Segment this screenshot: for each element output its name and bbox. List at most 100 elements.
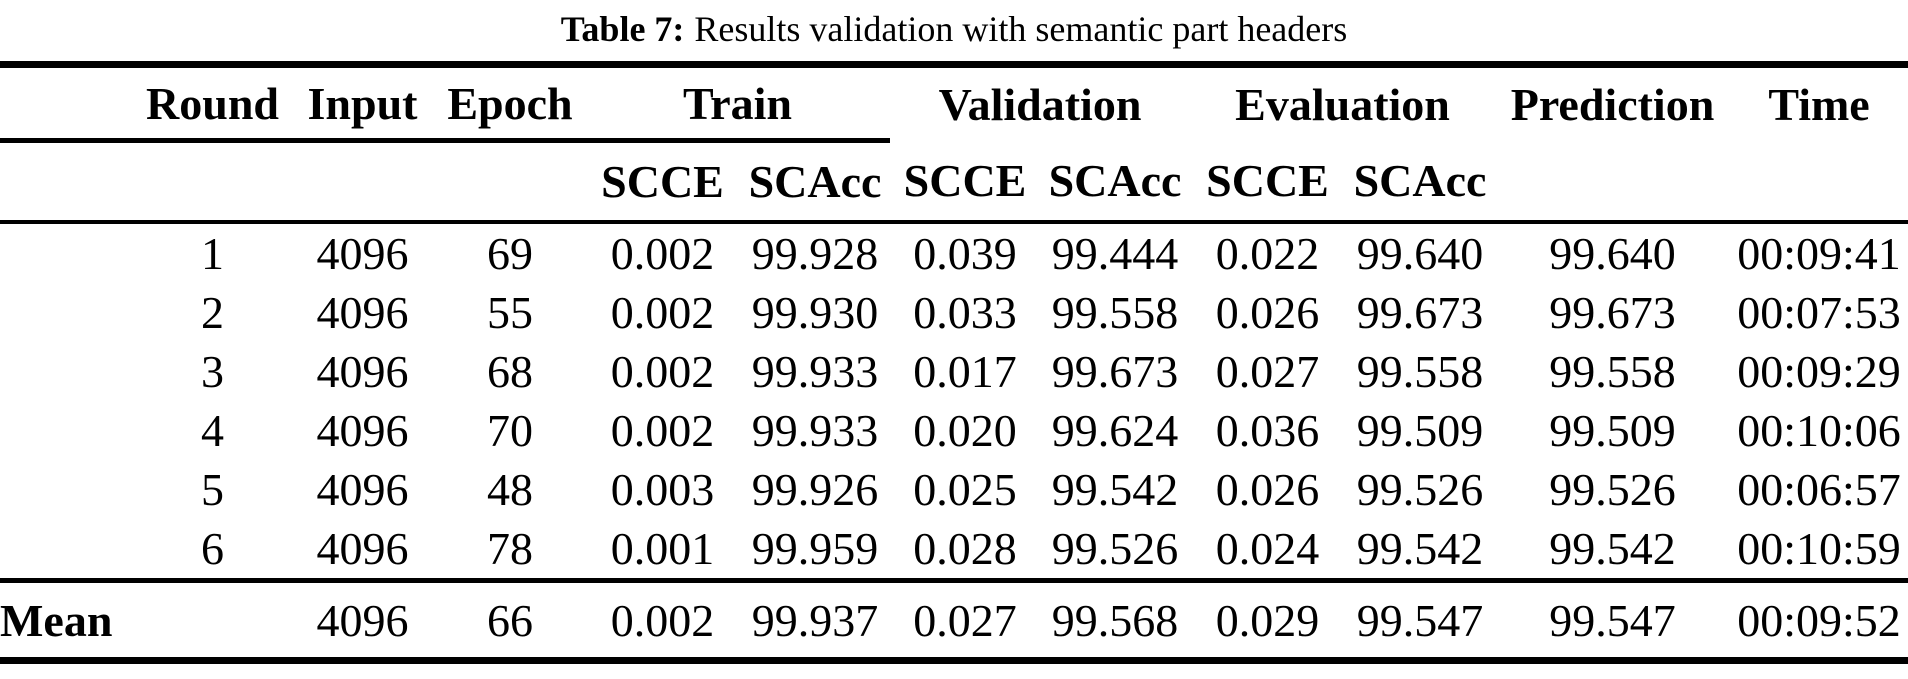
cell-train-scce: 0.002	[610, 228, 715, 279]
cell-epoch: 78	[487, 523, 533, 574]
cell-time: 00:09:41	[1737, 228, 1901, 279]
cell-validation-scce: 0.027	[890, 578, 1040, 664]
cell-epoch: 70	[487, 405, 533, 456]
cell-train-scce: 0.002	[585, 578, 740, 664]
subheader-empty-round	[135, 140, 290, 224]
cell-evaluation-scce: 0.027	[1215, 346, 1320, 397]
cell-prediction: 99.673	[1549, 287, 1676, 338]
cell-validation-scce: 0.025	[913, 464, 1017, 515]
cell-train-scacc: 99.930	[751, 287, 879, 338]
cell-evaluation-scacc: 99.547	[1345, 578, 1496, 664]
cell-validation-scacc: 99.542	[1051, 464, 1179, 515]
cell-evaluation-scacc: 99.526	[1356, 464, 1484, 515]
cell-prediction: 99.558	[1549, 346, 1676, 397]
cell-validation-scce: 0.028	[913, 523, 1017, 574]
cell-prediction: 99.542	[1549, 523, 1676, 574]
data-row-round-1: 1 4096 69 0.002 99.928 0.039 99.444 0.022 99.640…	[0, 222, 1908, 283]
cell-validation-scacc: 99.526	[1051, 523, 1179, 574]
cell-prediction: 99.526	[1549, 464, 1676, 515]
cell-train-scce: 0.002	[610, 287, 715, 338]
group-header-row: Round Input Epoch Train Validation Evalu…	[0, 61, 1908, 143]
data-row-round-2: 2 4096 55 0.002 99.930 0.033 99.558 0.026 99.673…	[0, 283, 1908, 342]
header-evaluation: Evaluation	[1190, 61, 1496, 141]
cell-evaluation-scacc: 99.640	[1356, 228, 1484, 279]
subheader-empty-time	[1730, 140, 1908, 224]
cell-time: 00:10:59	[1737, 523, 1901, 574]
cell-evaluation-scce: 0.022	[1215, 228, 1320, 279]
cell-input: 4096	[316, 346, 409, 397]
cell-train-scce: 0.001	[610, 523, 715, 574]
data-row-round-4: 4 4096 70 0.002 99.933 0.020 99.624 0.036 99.509…	[0, 401, 1908, 460]
header-input: Input	[290, 61, 435, 143]
cell-validation-scacc: 99.558	[1051, 287, 1179, 338]
results-table: Round Input Epoch Train Validation Evalu…	[0, 61, 1908, 664]
cell-evaluation-scce: 0.026	[1215, 464, 1320, 515]
header-train: Train	[585, 61, 890, 143]
table-caption: Table 7: Results validation with semantic…	[0, 0, 1908, 61]
subheader-empty-prediction	[1495, 140, 1731, 224]
cell-evaluation-scacc: 99.673	[1356, 287, 1484, 338]
cell-input: 4096	[316, 405, 409, 456]
cell-stub	[0, 460, 135, 519]
subheader-train-scacc: SCAcc	[740, 140, 890, 224]
cell-input: 4096	[316, 523, 409, 574]
cell-prediction: 99.547	[1495, 578, 1731, 664]
subheader-evaluation-scce: SCCE	[1190, 140, 1346, 224]
cell-round: 5	[201, 464, 224, 515]
cell-evaluation-scce: 0.024	[1215, 523, 1320, 574]
cell-epoch: 48	[487, 464, 533, 515]
cell-epoch: 55	[487, 287, 533, 338]
cell-validation-scce: 0.033	[913, 287, 1017, 338]
cell-input: 4096	[316, 287, 409, 338]
cell-evaluation-scce: 0.026	[1215, 287, 1320, 338]
cell-stub	[0, 519, 135, 581]
cell-round: 2	[201, 287, 224, 338]
cell-epoch: 66	[435, 578, 585, 664]
cell-evaluation-scacc: 99.509	[1356, 405, 1484, 456]
cell-validation-scce: 0.017	[913, 346, 1017, 397]
subheader-empty-epoch	[435, 140, 585, 224]
cell-train-scacc: 99.933	[751, 405, 879, 456]
cell-evaluation-scacc: 99.558	[1356, 346, 1484, 397]
cell-time: 00:09:29	[1737, 346, 1901, 397]
header-round: Round	[135, 61, 290, 143]
subheader-validation-scce: SCCE	[890, 140, 1040, 224]
header-validation: Validation	[890, 61, 1191, 141]
cell-evaluation-scce: 0.029	[1190, 578, 1346, 664]
cell-train-scacc: 99.928	[751, 228, 879, 279]
sub-header-row: SCCE SCAcc SCCE SCAcc SCCE SCAcc	[0, 140, 1908, 224]
cell-train-scacc: 99.937	[740, 578, 890, 664]
header-time: Time	[1730, 61, 1908, 141]
cell-input: 4096	[316, 464, 409, 515]
cell-evaluation-scacc: 99.542	[1356, 523, 1484, 574]
mean-row: Mean 4096 66 0.002 99.937 0.027 99.568 0.029 99.…	[0, 578, 1908, 664]
cell-train-scce: 0.003	[610, 464, 715, 515]
cell-time: 00:07:53	[1737, 287, 1901, 338]
cell-train-scacc: 99.959	[751, 523, 879, 574]
cell-validation-scacc: 99.444	[1051, 228, 1179, 279]
subheader-train-scce: SCCE	[585, 140, 740, 224]
subheader-empty-stub	[0, 140, 135, 224]
cell-train-scce: 0.002	[610, 346, 715, 397]
cell-prediction: 99.509	[1549, 405, 1676, 456]
cell-stub: Mean	[0, 578, 135, 664]
subheader-validation-scacc: SCAcc	[1040, 140, 1191, 224]
cell-evaluation-scce: 0.036	[1215, 405, 1320, 456]
cell-stub	[0, 222, 135, 283]
cell-prediction: 99.640	[1549, 228, 1676, 279]
cell-epoch: 69	[487, 228, 533, 279]
cell-input: 4096	[316, 228, 409, 279]
cell-validation-scce: 0.020	[913, 405, 1017, 456]
cell-round	[135, 578, 290, 664]
cell-validation-scce: 0.039	[913, 228, 1017, 279]
header-stub	[0, 61, 135, 143]
data-row-round-5: 5 4096 48 0.003 99.926 0.025 99.542 0.026 99.526…	[0, 460, 1908, 519]
header-epoch: Epoch	[435, 61, 585, 143]
cell-time: 00:10:06	[1737, 405, 1901, 456]
cell-round: 3	[201, 346, 224, 397]
table-caption-text: Results validation with semantic part he…	[694, 9, 1348, 49]
data-row-round-6: 6 4096 78 0.001 99.959 0.028 99.526 0.024 99.542…	[0, 519, 1908, 581]
table-caption-label: Table 7:	[560, 9, 685, 49]
cell-time: 00:09:52	[1730, 578, 1908, 664]
